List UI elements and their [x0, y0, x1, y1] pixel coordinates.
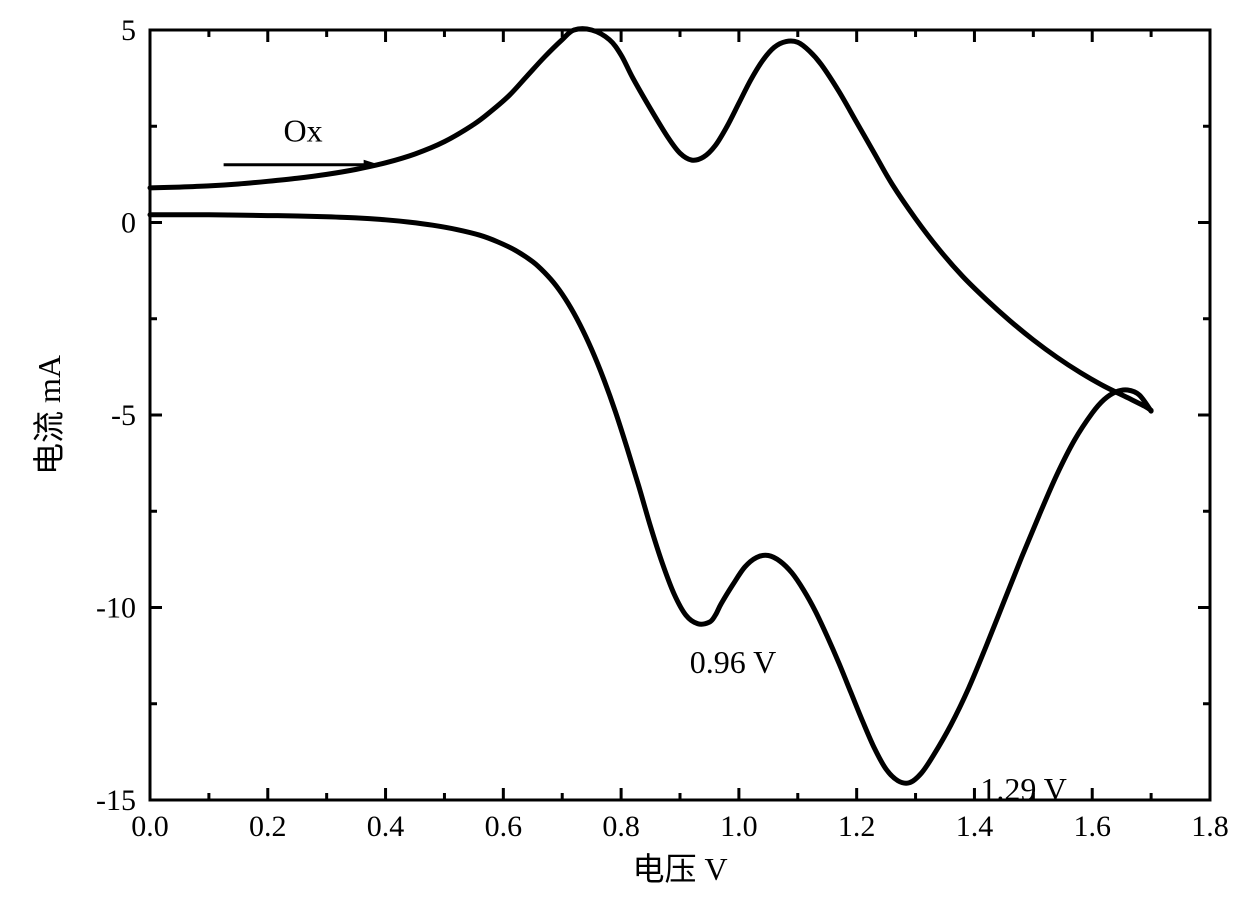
- svg-text:1.29 V: 1.29 V: [980, 771, 1067, 807]
- svg-text:0.2: 0.2: [249, 810, 287, 843]
- svg-text:0.4: 0.4: [367, 810, 405, 843]
- cv-chart: 0.0 0.2 0.4 0.6 0.8 1.0 1.2 1.4 1.6 1.8 -15 -10 -5 0 5…: [0, 0, 1240, 898]
- svg-text:-15: -15: [96, 784, 136, 817]
- svg-text:1.08 V: 1.08 V: [772, 0, 859, 2]
- svg-text:0: 0: [121, 207, 136, 240]
- svg-text:1.0: 1.0: [720, 810, 758, 843]
- svg-text:0.8: 0.8: [602, 810, 640, 843]
- svg-text:Ox: Ox: [284, 113, 323, 149]
- svg-text:电流 mA: 电流 mA: [31, 355, 67, 475]
- svg-text:-10: -10: [96, 592, 136, 625]
- svg-text:0.0: 0.0: [131, 810, 169, 843]
- svg-text:1.8: 1.8: [1191, 810, 1229, 843]
- svg-text:1.4: 1.4: [956, 810, 994, 843]
- svg-text:0.6: 0.6: [485, 810, 523, 843]
- svg-text:5: 5: [121, 14, 136, 47]
- svg-text:1.2: 1.2: [838, 810, 876, 843]
- svg-text:-5: -5: [111, 399, 136, 432]
- svg-text:电压 V: 电压 V: [632, 851, 727, 887]
- svg-text:0.96 V: 0.96 V: [690, 644, 777, 680]
- chart-svg: 0.0 0.2 0.4 0.6 0.8 1.0 1.2 1.4 1.6 1.8 -15 -10 -5 0 5…: [0, 0, 1240, 898]
- svg-text:1.6: 1.6: [1073, 810, 1111, 843]
